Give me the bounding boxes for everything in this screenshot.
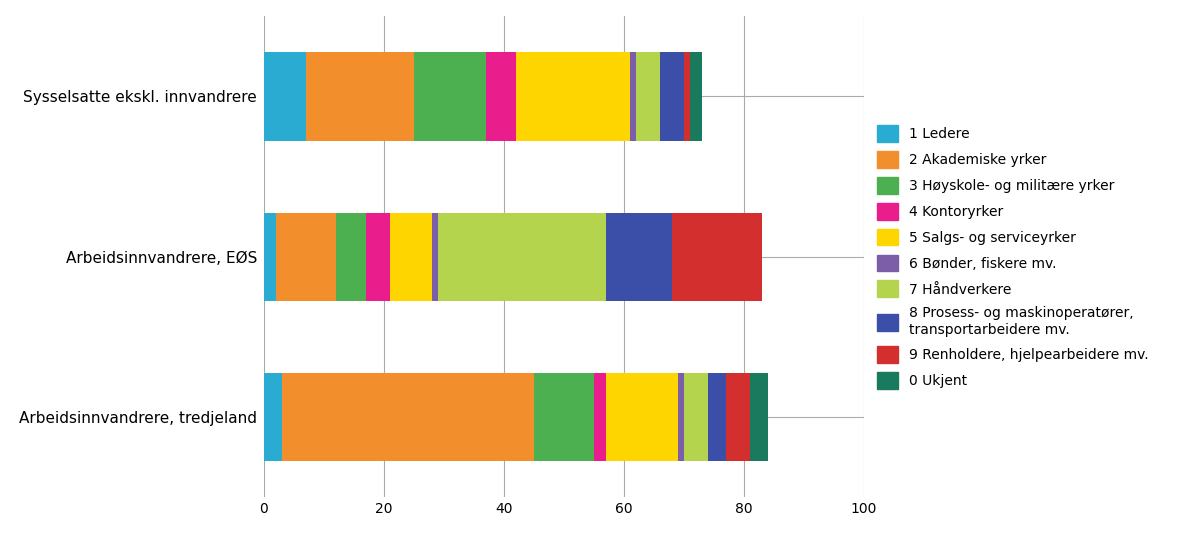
Bar (708, 373, 726, 461)
Bar (684, 373, 708, 461)
Bar (750, 373, 768, 461)
Bar (390, 212, 432, 301)
Bar (264, 52, 306, 140)
Bar (726, 373, 750, 461)
Bar (516, 52, 630, 140)
Bar (636, 52, 660, 140)
Bar (414, 52, 486, 140)
Bar (264, 212, 276, 301)
Bar (678, 373, 684, 461)
Bar (486, 52, 516, 140)
Bar (606, 373, 678, 461)
Bar (684, 52, 690, 140)
Bar (282, 373, 534, 461)
Bar (672, 212, 762, 301)
Bar (594, 373, 606, 461)
Bar (366, 212, 390, 301)
Legend: 1 Ledere, 2 Akademiske yrker, 3 Høyskole- og militære yrker, 4 Kontoryrker, 5 Sa: 1 Ledere, 2 Akademiske yrker, 3 Høyskole… (877, 124, 1148, 389)
Bar (336, 212, 366, 301)
Bar (606, 212, 672, 301)
Bar (534, 373, 594, 461)
Bar (306, 52, 414, 140)
Bar (276, 212, 336, 301)
Bar (264, 373, 282, 461)
Bar (690, 52, 702, 140)
Bar (432, 212, 438, 301)
Bar (438, 212, 606, 301)
Bar (660, 52, 684, 140)
Bar (630, 52, 636, 140)
